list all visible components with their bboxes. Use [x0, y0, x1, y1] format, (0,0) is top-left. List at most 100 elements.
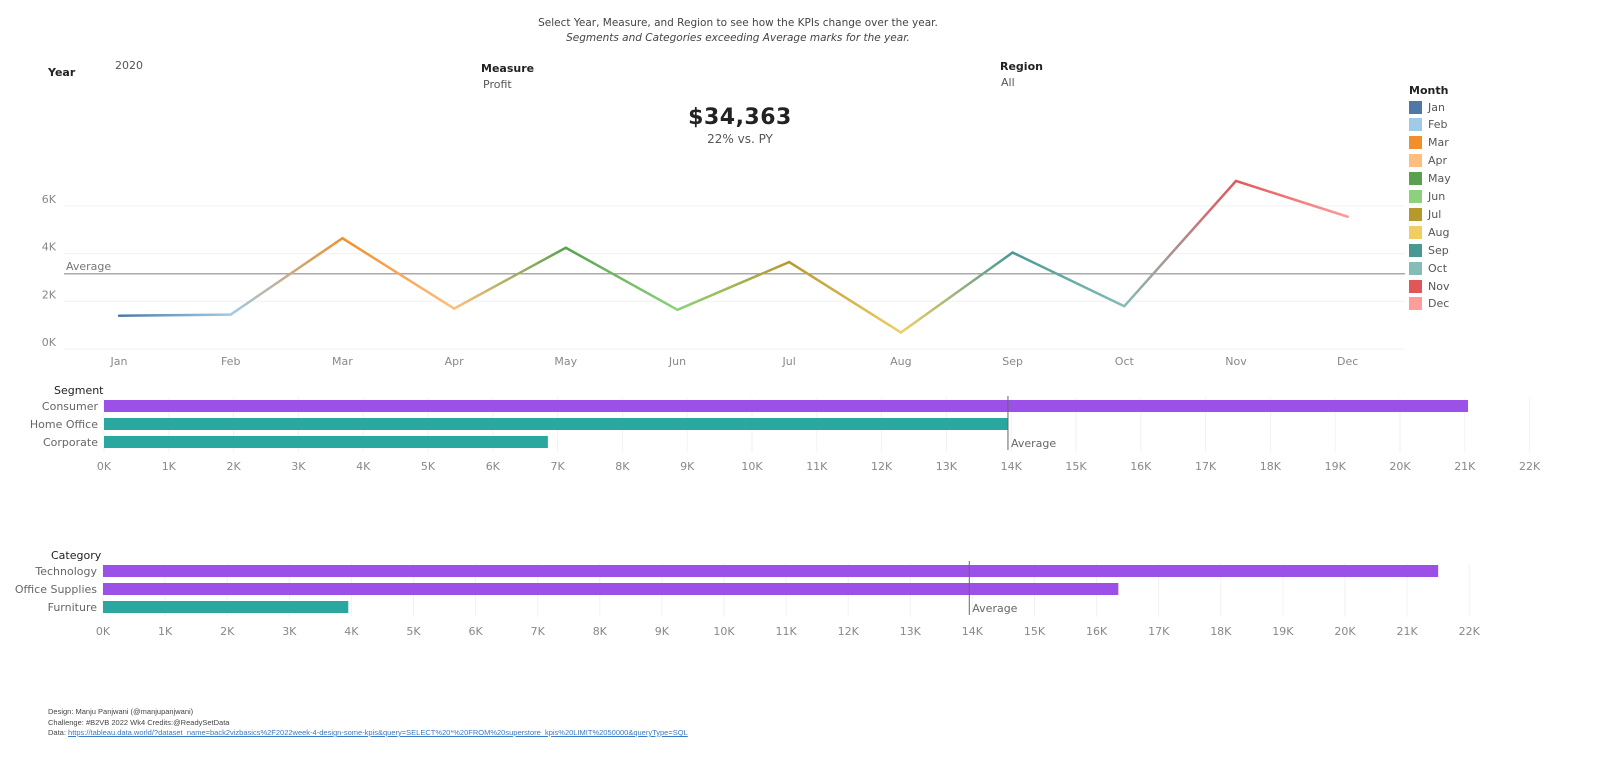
x-tick-label: Nov [1225, 355, 1247, 368]
legend-swatch [1409, 261, 1422, 275]
year-label: Year [48, 66, 76, 79]
bar-consumer[interactable] [104, 400, 1469, 412]
x-tick-label: 1K [158, 625, 173, 638]
legend-swatch [1409, 207, 1422, 221]
legend-item-may[interactable]: May [1409, 172, 1451, 186]
line-segment-oct[interactable] [1123, 179, 1238, 308]
legend-label: May [1428, 172, 1451, 186]
line-segment-sep[interactable] [1011, 251, 1126, 308]
x-tick-label: 7K [550, 460, 565, 473]
legend-item-dec[interactable]: Dec [1409, 297, 1449, 311]
x-tick-label: 10K [741, 460, 763, 473]
segment-bar-chart: Segment Consumer Home Office Corporate 0K 1K 2… [30, 384, 1541, 473]
x-tick-label: 17K [1148, 625, 1170, 638]
line-segment-feb[interactable] [229, 236, 344, 316]
line-segment-jun[interactable] [676, 260, 791, 312]
line-segment-jan[interactable] [117, 313, 232, 318]
line-segment-mar[interactable] [341, 236, 456, 310]
kpi-value: $34,363 [688, 105, 792, 130]
legend-label: Nov [1428, 279, 1450, 293]
legend-item-sep[interactable]: Sep [1409, 243, 1449, 257]
x-tick-label: 16K [1130, 460, 1152, 473]
legend-swatch [1409, 190, 1422, 203]
x-tick-label: 9K [680, 460, 695, 473]
legend-swatch [1409, 136, 1422, 150]
legend-label: Apr [1428, 154, 1448, 168]
legend-swatch [1409, 100, 1422, 114]
legend-label: Dec [1428, 297, 1450, 311]
line-segment-aug[interactable] [899, 251, 1014, 334]
bar-category-label: Home Office [30, 418, 98, 431]
x-tick-label: 21K [1454, 460, 1476, 473]
legend-swatch [1409, 279, 1422, 293]
bar-furniture[interactable] [103, 601, 349, 613]
bar-category-label: Consumer [42, 400, 99, 413]
x-tick-label: 11K [806, 460, 828, 473]
legend-label: Jan [1428, 100, 1445, 114]
bar-office-supplies[interactable] [103, 583, 1119, 595]
x-tick-label: Jul [782, 355, 796, 368]
x-tick-label: 19K [1272, 625, 1294, 638]
x-tick-label: 13K [900, 625, 922, 638]
legend-label: Aug [1428, 225, 1450, 239]
legend-item-nov[interactable]: Nov [1409, 279, 1449, 293]
legend-item-apr[interactable]: Apr [1409, 154, 1447, 168]
legend-label: Mar [1428, 136, 1449, 150]
x-tick-label: 1K [162, 460, 177, 473]
x-tick-label: 19K [1325, 460, 1347, 473]
legend-item-jun[interactable]: Jun [1409, 190, 1445, 204]
x-tick-label: 4K [344, 625, 359, 638]
x-tick-label: 0K [97, 460, 112, 473]
legend-label: Jul [1428, 207, 1442, 221]
kpi-block: $34,363 22% vs. PY [620, 105, 860, 146]
line-segment-nov[interactable] [1234, 179, 1349, 218]
legend-swatch [1409, 297, 1422, 311]
region-filter[interactable]: All [1001, 76, 1015, 89]
legend-item-feb[interactable]: Feb [1409, 118, 1447, 132]
line-segment-may[interactable] [564, 246, 679, 312]
x-tick-label: 17K [1195, 460, 1217, 473]
year-filter[interactable]: 2020 [115, 59, 143, 72]
x-tick-label: 9K [655, 625, 670, 638]
x-tick-label: Feb [221, 355, 240, 368]
x-tick-label: 14K [1001, 460, 1023, 473]
bar-home-office[interactable] [104, 418, 1008, 430]
x-tick-label: 21K [1396, 625, 1418, 638]
footer-challenge: Challenge: #B2VB 2022 Wk4 Credits:@Ready… [48, 717, 230, 727]
legend-swatch [1409, 225, 1422, 239]
legend-item-mar[interactable]: Mar [1409, 136, 1449, 150]
legend-item-aug[interactable]: Aug [1409, 225, 1449, 239]
average-line-label: Average [66, 260, 111, 273]
average-reference-label: Average [1011, 437, 1056, 450]
x-tick-label: 18K [1260, 460, 1282, 473]
x-tick-label: Jun [668, 355, 686, 368]
x-tick-label: 11K [775, 625, 797, 638]
x-tick-label: 12K [838, 625, 860, 638]
footer-data-link[interactable]: https://tableau.data.world/?dataset_name… [68, 728, 688, 737]
legend-item-oct[interactable]: Oct [1409, 261, 1447, 275]
x-tick-label: 13K [936, 460, 958, 473]
x-tick-label: 20K [1334, 625, 1356, 638]
x-tick-label: 3K [282, 625, 297, 638]
bar-technology[interactable] [103, 565, 1439, 577]
region-label: Region [1000, 60, 1043, 73]
x-tick-label: 4K [356, 460, 371, 473]
legend-item-jul[interactable]: Jul [1409, 207, 1441, 221]
x-tick-label: 22K [1459, 625, 1481, 638]
y-tick-label: 4K [42, 241, 57, 254]
measure-filter[interactable]: Profit [483, 78, 512, 91]
legend-item-jan[interactable]: Jan [1409, 100, 1445, 114]
line-segment-apr[interactable] [452, 246, 568, 310]
legend-label: Oct [1428, 261, 1448, 275]
bar-category-label: Office Supplies [15, 583, 97, 596]
x-tick-label: 18K [1210, 625, 1232, 638]
monthly-line-chart: 0K 2K 4K 6K Jan Feb Mar Apr May Jun Jul Aug Sep Oct No… [42, 179, 1405, 368]
x-tick-label: 2K [220, 625, 235, 638]
line-segment-jul[interactable] [787, 260, 903, 334]
x-tick-label: 15K [1024, 625, 1046, 638]
x-tick-label: Oct [1115, 355, 1135, 368]
category-bar-chart: Category Technology Office Supplies Furnitu… [15, 549, 1481, 638]
x-tick-label: 16K [1086, 625, 1108, 638]
bar-corporate[interactable] [104, 436, 548, 448]
x-tick-label: 2K [226, 460, 241, 473]
